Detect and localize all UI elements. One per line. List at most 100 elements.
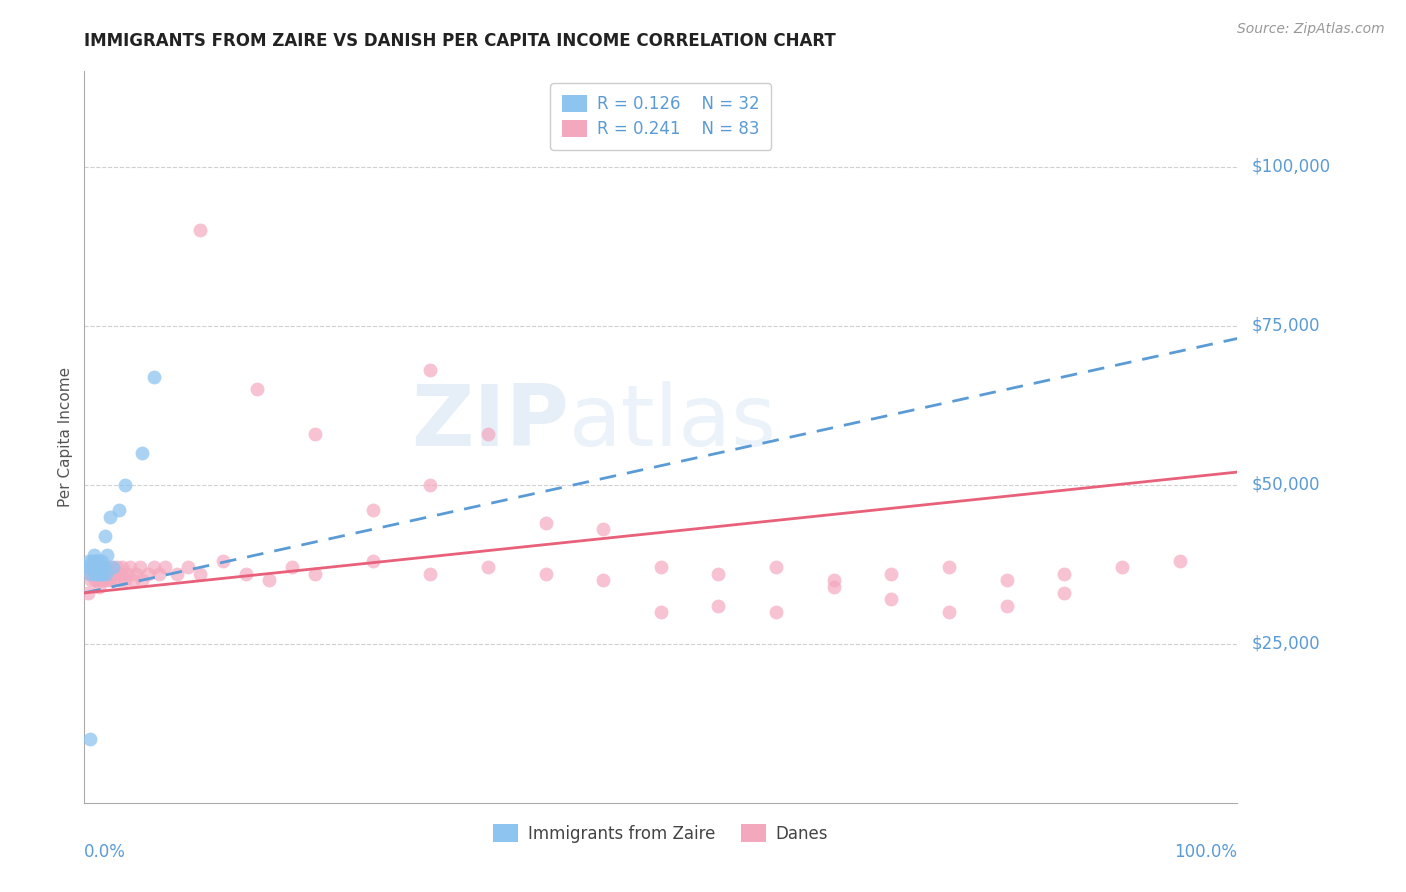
Point (84, 560, 107, 574)
Point (90, 560, 112, 574)
Point (103, 573, 124, 587)
Point (83, 573, 105, 587)
Point (87, 560, 110, 574)
Point (765, 560, 787, 574)
Point (108, 503, 131, 517)
Point (96, 566, 118, 581)
Text: Source: ZipAtlas.com: Source: ZipAtlas.com (1237, 22, 1385, 37)
Point (93, 560, 115, 574)
Point (707, 566, 730, 581)
Point (86, 573, 108, 587)
Point (823, 573, 845, 587)
Point (83, 560, 105, 574)
Point (142, 560, 165, 574)
Point (114, 477, 136, 491)
Point (100, 560, 122, 574)
Point (79, 732, 101, 747)
Point (94, 560, 117, 574)
Point (131, 446, 153, 460)
Y-axis label: Per Capita Income: Per Capita Income (58, 367, 73, 508)
Point (304, 426, 326, 441)
Point (177, 560, 200, 574)
Point (94, 529, 117, 543)
Point (938, 605, 960, 619)
Point (188, 223, 211, 237)
Point (246, 383, 269, 397)
Point (83, 554, 105, 568)
Text: 0.0%: 0.0% (84, 843, 127, 861)
Text: ZIP: ZIP (411, 381, 568, 464)
Point (103, 566, 125, 581)
Point (89, 573, 111, 587)
Point (142, 369, 165, 384)
Point (98, 509, 121, 524)
Point (79, 566, 101, 581)
Point (79, 566, 101, 581)
Point (650, 605, 672, 619)
Point (419, 566, 441, 581)
Point (103, 560, 124, 574)
Point (89, 560, 111, 574)
Point (83, 548, 105, 562)
Point (90, 560, 112, 574)
Point (80, 573, 103, 587)
Point (91, 573, 114, 587)
Text: $25,000: $25,000 (1251, 635, 1320, 653)
Text: atlas: atlas (568, 381, 776, 464)
Point (96, 573, 118, 587)
Point (82, 554, 104, 568)
Point (87, 554, 110, 568)
Point (114, 573, 136, 587)
Text: $75,000: $75,000 (1251, 317, 1320, 334)
Point (166, 566, 188, 581)
Point (91, 566, 114, 581)
Point (76, 560, 98, 574)
Point (534, 566, 557, 581)
Point (96, 566, 118, 581)
Point (98, 566, 121, 581)
Point (592, 522, 614, 536)
Point (82, 560, 104, 574)
Point (765, 605, 787, 619)
Point (83, 566, 105, 581)
Point (89, 566, 111, 581)
Legend: Immigrants from Zaire, Danes: Immigrants from Zaire, Danes (486, 818, 835, 849)
Point (136, 566, 159, 581)
Point (120, 560, 142, 574)
Point (96, 560, 118, 574)
Point (90, 566, 112, 581)
Point (128, 560, 150, 574)
Point (105, 560, 128, 574)
Point (89, 566, 111, 581)
Point (89, 580, 111, 594)
Point (84, 566, 107, 581)
Point (281, 560, 304, 574)
Point (148, 566, 170, 581)
Point (880, 592, 903, 607)
Point (534, 516, 557, 530)
Point (938, 560, 960, 574)
Point (650, 560, 672, 574)
Point (77, 554, 100, 568)
Point (89, 566, 111, 581)
Point (880, 566, 903, 581)
Point (592, 573, 614, 587)
Text: $100,000: $100,000 (1251, 158, 1330, 176)
Point (80, 560, 103, 574)
Point (111, 560, 134, 574)
Point (108, 573, 131, 587)
Point (188, 566, 211, 581)
Point (117, 566, 139, 581)
Point (84, 560, 107, 574)
Point (1053, 586, 1076, 600)
Point (211, 554, 233, 568)
Point (93, 566, 115, 581)
Point (90, 554, 112, 568)
Point (89, 554, 111, 568)
Point (257, 573, 280, 587)
Point (823, 580, 845, 594)
Point (995, 573, 1018, 587)
Point (131, 573, 153, 587)
Point (86, 554, 108, 568)
Point (121, 573, 143, 587)
